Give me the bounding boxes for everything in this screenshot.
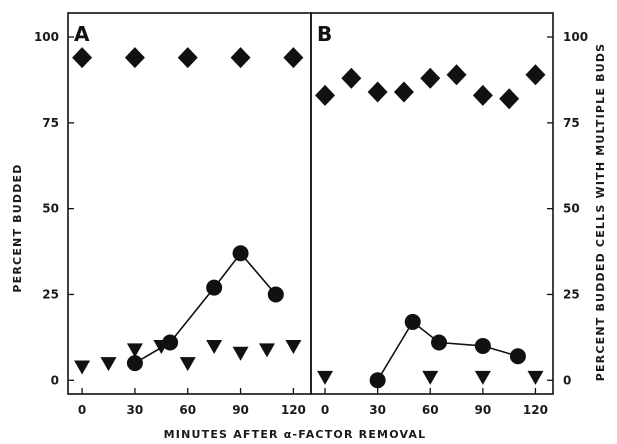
panel-b-circle-point xyxy=(404,313,421,330)
panel-b-diamond-point xyxy=(420,67,441,89)
right-y-axis-title: PERCENT BUDDED CELLS WITH MULTIPLE BUDS xyxy=(594,43,607,382)
panel-a-x-tick-label: 0 xyxy=(78,403,86,417)
panel-label-b: B xyxy=(317,22,332,46)
panel-a-diamond-point xyxy=(124,47,145,69)
panel-a-circle-point xyxy=(232,245,249,262)
panel-label-a: A xyxy=(74,22,90,46)
panel-b-diamond-point xyxy=(393,81,414,103)
panel-a-circle-point xyxy=(206,279,223,296)
panel-b-circle-point xyxy=(509,348,526,365)
panel-a-circle-point xyxy=(162,334,179,351)
panel-a-diamond-point xyxy=(230,47,251,69)
panel-b-y-tick-label: 75 xyxy=(563,116,580,130)
panel-a-triangle-down-point xyxy=(74,360,91,375)
panel-b-triangle-down-point xyxy=(474,370,491,385)
panel-a-triangle-down-point xyxy=(126,343,143,358)
panel-b-y-tick-label: 0 xyxy=(563,373,571,387)
panel-a-y-tick-label: 100 xyxy=(34,30,59,44)
panel-a-y-tick-label: 0 xyxy=(51,373,59,387)
panel-a-triangle-down-point xyxy=(258,343,275,358)
panel-b-y-tick-label: 50 xyxy=(563,202,580,216)
panel-frames xyxy=(67,12,554,395)
panel-a-x-tick-label: 120 xyxy=(281,403,306,417)
panel-a-frame xyxy=(67,12,312,395)
panel-a-triangle-down-point xyxy=(100,357,117,372)
panel-b-frame xyxy=(310,12,554,395)
panel-b-circle-point xyxy=(431,334,448,351)
panel-b-x-tick-label: 90 xyxy=(475,403,492,417)
panel-a-triangle-down-point xyxy=(179,357,196,372)
panel-a-diamond-point xyxy=(177,47,198,69)
left-y-axis-title: PERCENT BUDDED xyxy=(11,163,24,292)
data-marks xyxy=(72,47,546,389)
panel-a-circle-line xyxy=(134,252,277,364)
panel-a-diamond-point xyxy=(283,47,304,69)
panel-a-circle-point xyxy=(267,286,284,303)
panel-a-x-tick-label: 60 xyxy=(179,403,196,417)
panel-b-diamond-point xyxy=(367,81,388,103)
panel-b-x-tick-label: 30 xyxy=(369,403,386,417)
panel-b-triangle-down-point xyxy=(527,370,544,385)
panel-a-circle-point xyxy=(126,355,143,372)
panel-b-diamond-point xyxy=(315,84,336,106)
x-axis-title: MINUTES AFTER α-FACTOR REMOVAL xyxy=(164,428,427,441)
tick-labels: 0 30 60 90 120 0 25 50 75 100 0 30 60 90 120 0 25 50 75 100 xyxy=(34,30,588,417)
panel-b-x-tick-label: 120 xyxy=(523,403,548,417)
panel-a-diamond-point xyxy=(72,47,93,69)
panel-a-triangle-down-point xyxy=(153,339,170,354)
panel-b-circle-point xyxy=(474,337,491,354)
panel-b-diamond-point xyxy=(472,84,493,106)
panel-a-triangle-down-point xyxy=(232,346,249,361)
panel-b-x-tick-label: 0 xyxy=(321,403,329,417)
panel-a-x-tick-label: 30 xyxy=(127,403,144,417)
panel-a-y-tick-label: 75 xyxy=(42,116,59,130)
panel-a-triangle-down-point xyxy=(206,339,223,354)
panel-b-y-tick-label: 25 xyxy=(563,287,580,301)
panel-b-diamond-point xyxy=(341,67,362,89)
panel-b-triangle-down-point xyxy=(422,370,439,385)
panel-a-triangle-down-point xyxy=(285,339,302,354)
panel-b-diamond-point xyxy=(499,88,520,110)
panel-b-x-tick-label: 60 xyxy=(422,403,439,417)
panel-b-triangle-down-point xyxy=(317,370,334,385)
panel-b-circle-point xyxy=(369,372,386,389)
panel-b-diamond-point xyxy=(446,64,467,86)
panel-a-y-tick-label: 25 xyxy=(42,287,59,301)
panel-a-y-tick-label: 50 xyxy=(42,202,59,216)
panel-b-diamond-point xyxy=(525,64,546,86)
panel-a-x-tick-label: 90 xyxy=(232,403,249,417)
axis-ticks xyxy=(68,36,553,394)
panel-b-circle-line xyxy=(376,320,519,381)
panel-b-y-tick-label: 100 xyxy=(563,30,588,44)
